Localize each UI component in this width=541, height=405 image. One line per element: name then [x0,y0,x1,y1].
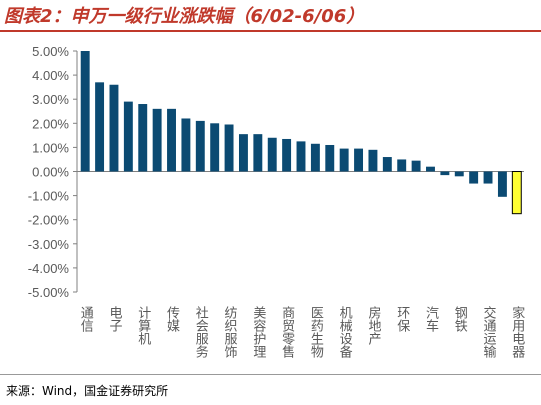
bar [397,159,407,172]
bars [80,51,522,215]
y-tick-label: 5.00% [32,44,69,59]
x-category-label: 计算机 [135,306,151,346]
x-category-label: 传媒 [164,306,180,332]
y-tick-label: 2.00% [32,116,69,131]
x-category-label: 汽车 [423,306,439,332]
x-category-label: 纺织服饰 [222,306,238,358]
chart-title: 图表2：申万一级行业涨跌幅（6/02-6/06） [4,6,365,27]
bar [80,51,90,172]
bar [282,138,292,172]
x-category-label: 通信 [78,306,94,332]
bar [123,101,133,172]
bar [368,149,378,172]
bar [253,134,263,172]
bar [267,137,277,172]
x-category-label: 美容护理 [250,306,266,358]
title-underline [0,30,541,32]
x-category-label: 环保 [394,306,410,332]
bar [426,166,435,172]
bar [167,108,176,172]
bar [454,171,464,177]
x-category-label: 电子 [106,306,122,332]
bar [483,171,493,184]
bar [411,160,421,172]
bar [382,157,392,172]
footer-divider [0,374,541,375]
x-category-label: 商贸零售 [279,306,295,358]
y-tick-label: 3.00% [32,92,69,107]
y-tick-label: -1.00% [28,189,70,204]
y-tick-label: -5.00% [28,285,70,300]
y-tick-label: 4.00% [32,68,69,83]
x-category-label: 机械设备 [337,306,353,359]
bar [210,123,220,172]
title-bar: 图表2：申万一级行业涨跌幅（6/02-6/06） [0,0,541,34]
y-axis: 5.00% 4.00% 3.00% 2.00% 1.00% 0.00% -1.00% -2.0… [28,44,524,300]
bar [497,171,507,197]
bar [181,118,191,172]
y-tick-label: 0.00% [32,165,69,180]
bar-highlight [511,171,522,215]
x-axis-labels: 通信 电子 计算机 传媒 社会服务 纺织服饰 美容护理 商贸零售 医药生物 机械设备 房地产 环保 汽车… [78,305,525,359]
bar [310,143,320,172]
bar [138,104,148,172]
x-category-label: 社会服务 [193,305,209,358]
bar [224,124,234,172]
x-category-label: 家用电器 [509,305,525,359]
bar [238,134,248,172]
y-tick-label: -2.00% [28,213,70,228]
bar [325,144,335,172]
bar [296,141,306,172]
x-category-label: 钢铁 [452,306,468,332]
bar [339,148,349,172]
bar [469,171,479,184]
x-category-label: 房地产 [365,305,381,346]
bar [354,148,364,172]
y-tick-label: -3.00% [28,237,70,252]
bar [109,84,119,172]
y-tick-label: -4.00% [28,261,70,276]
y-tick-label: 1.00% [32,140,69,155]
bar [152,108,162,172]
bar [95,82,105,172]
x-category-label: 医药生物 [308,306,324,359]
bar [195,120,205,172]
x-category-label: 交通运输 [481,305,497,358]
bar-chart: 5.00% 4.00% 3.00% 2.00% 1.00% 0.00% -1.00% -2.0… [28,44,525,359]
source-note: 来源：Wind，国金证券研究所 [6,384,169,398]
bar [440,171,450,176]
